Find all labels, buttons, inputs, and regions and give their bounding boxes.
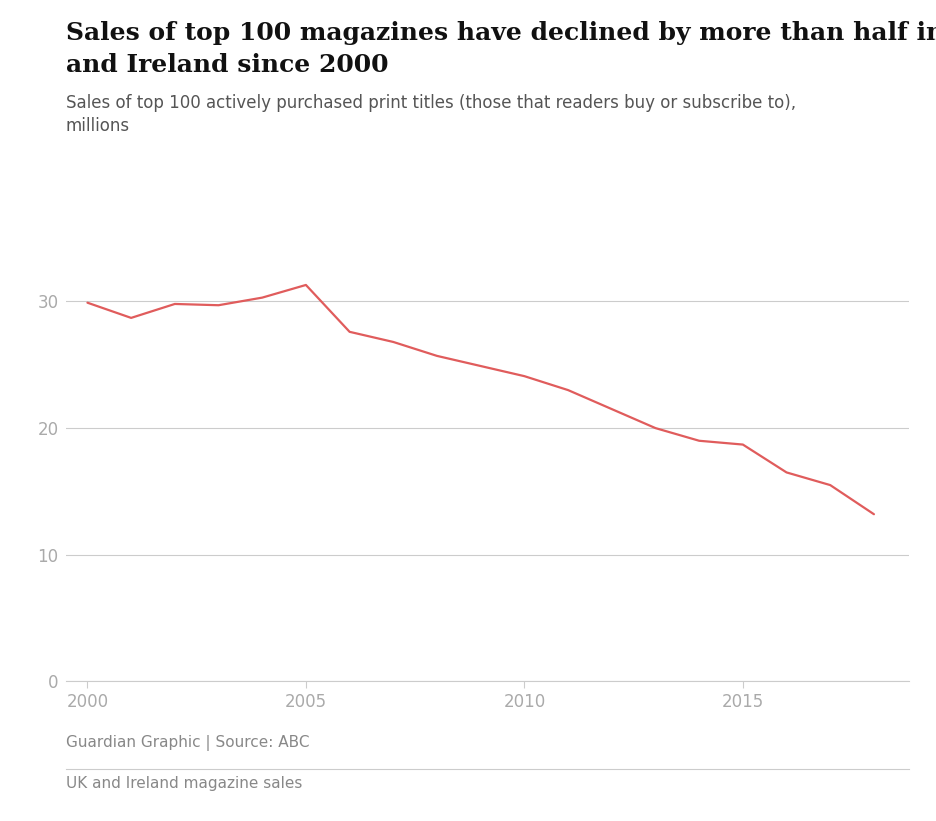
Text: Sales of top 100 actively purchased print titles (those that readers buy or subs: Sales of top 100 actively purchased prin… [66, 94, 795, 112]
Text: UK and Ireland magazine sales: UK and Ireland magazine sales [66, 776, 301, 791]
Text: Guardian Graphic | Source: ABC: Guardian Graphic | Source: ABC [66, 735, 309, 750]
Text: Sales of top 100 magazines have declined by more than half in the UK: Sales of top 100 magazines have declined… [66, 21, 936, 44]
Text: millions: millions [66, 117, 129, 135]
Text: and Ireland since 2000: and Ireland since 2000 [66, 53, 388, 77]
